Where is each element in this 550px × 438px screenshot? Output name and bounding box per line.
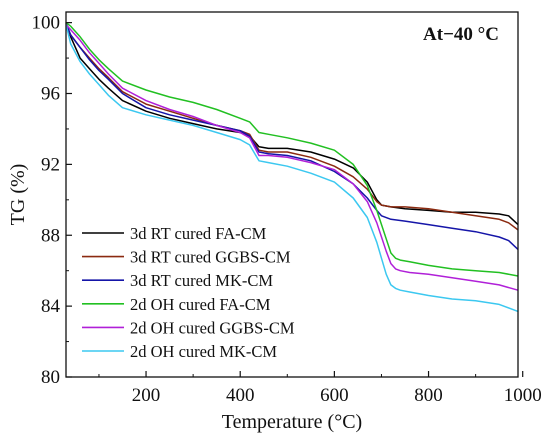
series-line-4	[65, 22, 519, 277]
series-line-2	[65, 25, 519, 231]
legend-label: 2d OH cured MK-CM	[130, 342, 277, 361]
series-line-5	[65, 23, 519, 291]
y-axis-title: TG (%)	[7, 164, 29, 226]
legend-label: 2d OH cured FA-CM	[130, 295, 271, 314]
series-line-1	[65, 22, 519, 226]
legend-label: 3d RT cured FA-CM	[130, 224, 267, 243]
plot-frame	[65, 11, 519, 378]
x-tick-label: 400	[226, 385, 255, 406]
x-tick-label: 600	[320, 385, 349, 406]
series-line-6	[65, 24, 519, 313]
legend-label: 3d RT cured MK-CM	[130, 271, 273, 290]
x-tick-label: 800	[414, 385, 443, 406]
x-axis-title: Temperature (°C)	[222, 411, 362, 433]
y-tick-label: 100	[32, 13, 61, 34]
x-tick-label: 1000	[504, 385, 542, 406]
series-line-3	[65, 22, 519, 250]
x-tick-label: 200	[132, 385, 161, 406]
legend-label: 2d OH cured GGBS-CM	[130, 318, 295, 337]
y-tick-label: 96	[41, 84, 60, 105]
axis-ticks: 200 400 600 800 1000 80 84 88 92 96 100	[32, 13, 542, 406]
y-tick-label: 80	[41, 367, 60, 388]
y-tick-label: 92	[41, 154, 60, 175]
y-tick-label: 84	[41, 296, 61, 317]
y-tick-label: 88	[41, 225, 60, 246]
series-lines	[65, 22, 519, 313]
legend-label: 3d RT cured GGBS-CM	[130, 248, 291, 267]
temperature-annotation: At−40 °C	[423, 24, 499, 45]
legend: 3d RT cured FA-CM 3d RT cured GGBS-CM 3d R…	[82, 224, 295, 361]
